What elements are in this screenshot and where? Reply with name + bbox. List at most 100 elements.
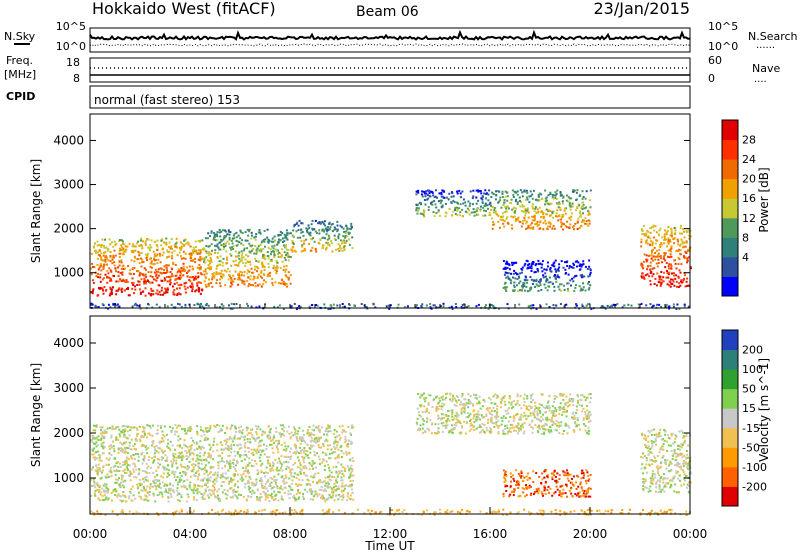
scatter-cell: [673, 274, 676, 277]
scatter-cell: [96, 482, 99, 484]
scatter-cell: [267, 437, 270, 440]
scatter-cell: [167, 500, 170, 503]
scatter-cell: [155, 303, 158, 306]
scatter-cell: [199, 305, 201, 308]
scatter-cell: [342, 485, 345, 488]
scatter-cell: [163, 268, 166, 271]
scatter-cell: [491, 205, 494, 208]
scatter-cell: [506, 266, 509, 269]
scatter-cell: [184, 444, 187, 447]
scatter-cell: [506, 216, 509, 219]
scatter-cell: [436, 196, 438, 199]
scatter-cell: [283, 455, 286, 458]
scatter-cell: [196, 478, 199, 481]
scatter-cell: [283, 233, 286, 236]
scatter-cell: [589, 189, 592, 192]
scatter-cell: [227, 445, 230, 448]
scatter-cell: [281, 232, 284, 234]
scatter-cell: [456, 190, 459, 193]
scatter-cell: [100, 244, 103, 246]
scatter-cell: [666, 255, 669, 258]
scatter-cell: [538, 406, 541, 409]
scatter-cell: [531, 205, 534, 208]
scatter-cell: [185, 281, 188, 284]
scatter-cell: [541, 418, 544, 421]
scatter-cell: [519, 205, 522, 208]
scatter-cell: [283, 240, 286, 243]
scatter-cell: [97, 450, 100, 453]
scatter-cell: [109, 269, 112, 272]
scatter-cell: [482, 214, 485, 217]
scatter-cell: [312, 444, 315, 447]
scatter-cell: [255, 478, 258, 481]
scatter-cell: [455, 306, 458, 308]
scatter-cell: [102, 441, 105, 444]
scatter-cell: [435, 206, 438, 209]
scatter-cell: [124, 245, 127, 248]
scatter-cell: [237, 486, 239, 489]
scatter-cell: [166, 256, 169, 259]
scatter-cell: [310, 249, 313, 252]
scatter-cell: [549, 193, 552, 195]
scatter-cell: [207, 285, 210, 287]
scatter-cell: [260, 270, 263, 273]
scatter-cell: [317, 481, 320, 484]
scatter-cell: [555, 410, 558, 413]
scatter-cell: [191, 464, 194, 466]
scatter-cell: [548, 276, 551, 279]
scatter-cell: [103, 491, 106, 494]
scatter-cell: [154, 500, 157, 503]
scatter-cell: [677, 263, 680, 265]
scatter-cell: [289, 274, 292, 277]
scatter-cell: [133, 292, 136, 295]
scatter-cell: [134, 285, 136, 288]
scatter-cell: [268, 500, 271, 502]
scatter-cell: [205, 285, 208, 288]
scatter-cell: [241, 271, 243, 274]
scatter-cell: [657, 252, 660, 255]
scatter-cell: [207, 479, 210, 482]
scatter-cell: [135, 435, 138, 438]
scatter-cell: [141, 478, 144, 481]
scatter-cell: [248, 270, 251, 273]
scatter-cell: [425, 304, 428, 307]
scatter-cell: [206, 237, 209, 240]
scatter-cell: [90, 273, 93, 276]
scatter-cell: [330, 242, 333, 245]
scatter-cell: [214, 249, 217, 252]
scatter-cell: [521, 191, 524, 194]
scatter-cell: [158, 493, 161, 496]
scatter-cell: [117, 280, 120, 283]
scatter-cell: [115, 426, 118, 429]
scatter-cell: [152, 494, 155, 497]
scatter-cell: [119, 435, 122, 438]
colorbar-swatch: [722, 237, 738, 258]
scatter-cell: [337, 248, 340, 250]
scatter-cell: [257, 273, 260, 276]
scatter-cell: [230, 254, 233, 257]
scatter-cell: [309, 231, 312, 234]
scatter-cell: [460, 426, 463, 429]
scatter-cell: [124, 450, 127, 453]
scatter-cell: [680, 238, 683, 241]
scatter-cell: [567, 196, 570, 199]
scatter-cell: [173, 491, 176, 494]
scatter-cell: [454, 209, 456, 211]
scatter-cell: [565, 402, 568, 405]
scatter-cell: [227, 229, 230, 232]
scatter-cell: [279, 252, 282, 255]
scatter-cell: [563, 288, 566, 291]
scatter-cell: [296, 450, 299, 453]
scatter-cell: [246, 438, 249, 440]
scatter-cell: [235, 490, 237, 493]
scatter-cell: [485, 192, 488, 195]
scatter-cell: [540, 210, 543, 213]
scatter-cell: [468, 209, 471, 212]
scatter-cell: [677, 240, 680, 243]
scatter-cell: [249, 275, 252, 278]
scatter-cell: [243, 458, 246, 461]
scatter-cell: [144, 242, 147, 245]
scatter-cell: [181, 454, 184, 457]
scatter-cell: [109, 286, 112, 289]
scatter-cell: [188, 485, 191, 488]
